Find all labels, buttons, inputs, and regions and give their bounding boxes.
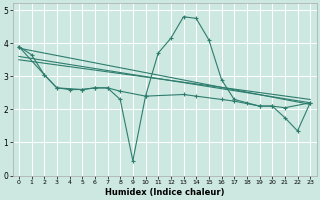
X-axis label: Humidex (Indice chaleur): Humidex (Indice chaleur)	[105, 188, 224, 197]
